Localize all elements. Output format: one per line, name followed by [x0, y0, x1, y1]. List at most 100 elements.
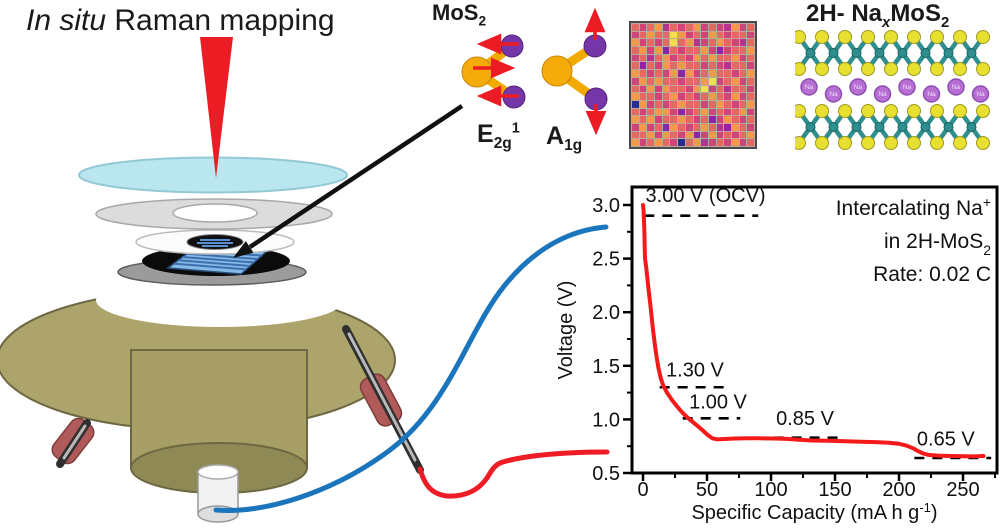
mo-atom [874, 122, 885, 132]
heatmap-cell [739, 85, 747, 93]
heatmap-cell [662, 39, 670, 47]
heatmap-cell [693, 54, 701, 62]
heatmap-cell [708, 77, 716, 85]
s-atom [861, 62, 875, 76]
heatmap-cell [685, 108, 693, 116]
s-atom [500, 34, 524, 58]
mo-atom [541, 55, 573, 87]
heatmap-cell [662, 93, 670, 100]
heatmap-cell [739, 24, 747, 31]
s-atom [815, 62, 829, 76]
s-atom [815, 30, 829, 44]
heatmap-cell [701, 123, 708, 131]
heatmap-cell [662, 54, 670, 62]
heatmap-cell [693, 93, 701, 100]
heatmap-cell [731, 139, 739, 146]
s-atom [838, 62, 852, 76]
heatmap-cell [731, 131, 739, 139]
mos2-layer [795, 104, 990, 150]
heatmap-cell [655, 70, 662, 77]
heatmap-cell [739, 77, 747, 85]
callout-arrow-head-icon [233, 241, 254, 258]
s-atom [930, 30, 944, 44]
mo-atom [805, 48, 816, 58]
laser-beam-icon [200, 37, 233, 178]
s-atom [884, 104, 898, 118]
plateau-label: 0.65 V [917, 429, 975, 451]
heatmap-cell [655, 131, 662, 139]
heatmap-cell [647, 62, 655, 70]
heatmap-cell [655, 93, 662, 100]
heatmap-cell [655, 39, 662, 47]
na-atom [947, 78, 965, 96]
heatmap-cell [708, 62, 716, 70]
heatmap-cell [678, 100, 685, 108]
s-atom [976, 104, 990, 118]
heatmap-cell [632, 93, 639, 100]
na-atom [849, 78, 867, 96]
s-atom [953, 136, 967, 150]
heatmap-cell [655, 85, 662, 93]
heatmap-cell [655, 108, 662, 116]
heatmap-cell [639, 123, 647, 131]
heatmap-cell [747, 85, 754, 93]
mo-atom [897, 122, 908, 132]
a1g-mode-graphic [541, 7, 608, 136]
heatmap-cell [731, 100, 739, 108]
heatmap-cell [632, 70, 639, 77]
s-atom [976, 30, 990, 44]
e2g-mode-label: E2g1 [477, 120, 520, 152]
heatmap-cell [747, 39, 754, 47]
heatmap-cell [685, 39, 693, 47]
heatmap-cell [716, 77, 724, 85]
heatmap-cell [716, 116, 724, 123]
mo-atom [897, 48, 908, 58]
na-atom [873, 85, 892, 103]
heatmap-cell [747, 116, 754, 123]
s-atom [815, 104, 829, 118]
heatmap-cell [678, 108, 685, 116]
s-atom [838, 104, 852, 118]
heatmap-cell [716, 123, 724, 131]
heatmap-cell [739, 93, 747, 100]
heatmap-cell [678, 116, 685, 123]
heatmap-cell [670, 54, 678, 62]
y-tick-label: 1.0 [592, 409, 620, 431]
heatmap-cell [701, 85, 708, 93]
s-atom [976, 136, 990, 150]
x-tick-label: 0 [637, 479, 648, 501]
molecule-label: MoS2 [432, 0, 487, 29]
heatmap-cell [701, 131, 708, 139]
heatmap-cell [724, 131, 731, 139]
s-atom [815, 136, 829, 150]
figure-title-rest: Raman mapping [106, 4, 335, 37]
na-atom-label: Na [878, 91, 887, 98]
heatmap-cell [701, 39, 708, 47]
heatmap-cell [632, 47, 639, 54]
mos2-layer [795, 30, 990, 76]
heatmap-cell [670, 62, 678, 70]
heatmap-cell [655, 54, 662, 62]
heatmap-cell [701, 93, 708, 100]
heatmap-cell [647, 70, 655, 77]
heatmap-cell [693, 123, 701, 131]
heatmap-cell [632, 39, 639, 47]
heatmap-cell [701, 24, 708, 31]
heatmap-cell [647, 100, 655, 108]
s-atom [795, 104, 806, 118]
y-tick-label: 2.0 [592, 302, 620, 324]
s-atom [838, 30, 852, 44]
s-atom [861, 104, 875, 118]
heatmap-cell [747, 54, 754, 62]
y-tick-label: 1.5 [592, 356, 620, 378]
heatmap-cell [724, 39, 731, 47]
heatmap-cell [724, 108, 731, 116]
a1g-mode-label: A1g [546, 122, 583, 154]
heatmap-cell [724, 31, 731, 39]
heatmap-cell [647, 108, 655, 116]
heatmap-cell [747, 77, 754, 85]
na-atom [898, 78, 916, 96]
heatmap-cell [678, 131, 685, 139]
heatmap-cell [739, 62, 747, 70]
viewing-window-sample [197, 239, 233, 247]
